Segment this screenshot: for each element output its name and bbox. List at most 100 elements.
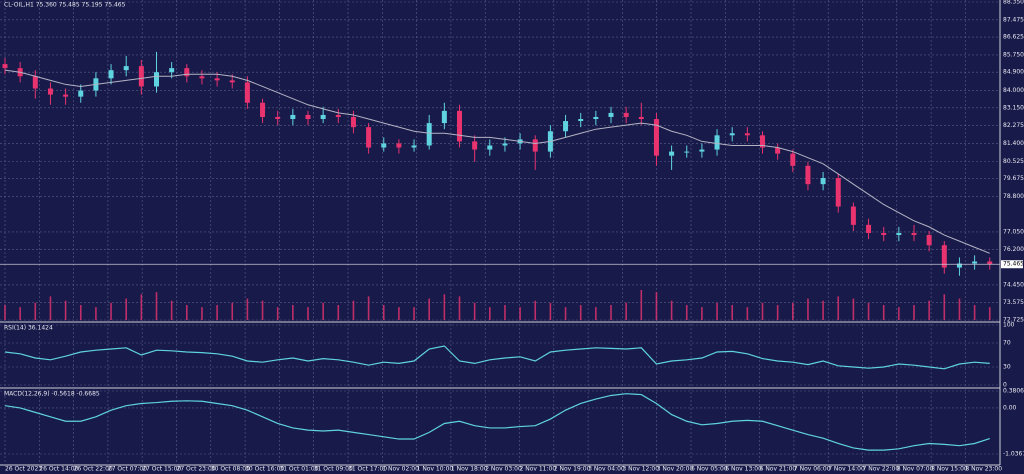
candle-body (881, 232, 887, 236)
candle-body (835, 178, 841, 207)
current-price-label: 75.465 (1003, 261, 1024, 268)
candle-body (63, 94, 69, 97)
volume-bar (367, 296, 370, 320)
x-tick-label: 8 Nov 23:00 (965, 466, 1002, 473)
candle-body (366, 127, 372, 148)
indicator-line (4, 345, 990, 370)
volume-bar (670, 300, 673, 320)
volume-bar (504, 305, 506, 320)
candle-body (154, 72, 159, 87)
candle-body (350, 116, 356, 128)
candle-body (729, 133, 735, 136)
y-tick-label: 77.050 (1003, 228, 1024, 235)
y-tick-label: 82.275 (1003, 122, 1024, 129)
x-tick-label: 31 Oct 09:00 (314, 466, 353, 473)
y-tick-label: 0.3806 (1003, 388, 1024, 395)
candle-body (941, 245, 947, 268)
volume-bar (988, 307, 991, 320)
volume-bar (110, 302, 112, 320)
y-tick-label: 76.200 (1003, 246, 1024, 253)
y-tick-label: 30 (1003, 364, 1011, 371)
volume-bar (579, 305, 582, 320)
candle-body (214, 78, 220, 81)
candle-body (199, 76, 205, 79)
x-tick-label: 26 Oct 22:00 (74, 466, 113, 473)
volume-bar (64, 300, 67, 320)
candle-body (411, 145, 417, 148)
volume-bar (261, 300, 264, 320)
candle-body (290, 114, 296, 120)
candle-body (381, 143, 387, 148)
volume-bar (837, 296, 840, 320)
x-tick-label: 6 Nov 21:00 (760, 466, 797, 473)
volume-bar (807, 298, 809, 320)
candle-body (653, 119, 659, 156)
volume-bar (246, 298, 249, 320)
candle-body (229, 80, 235, 83)
moving-average (4, 69, 990, 254)
candle-body (699, 149, 705, 152)
candle-body (138, 66, 144, 87)
volume-bar (701, 307, 703, 320)
x-tick-label: 30 Oct 16:00 (245, 466, 284, 473)
candle-body (760, 135, 765, 148)
candle-body (669, 151, 675, 156)
y-tick-label: 73.575 (1003, 299, 1024, 306)
y-tick-label: 84.000 (1003, 87, 1024, 94)
candle-body (593, 116, 599, 120)
panel-title: CL-OIL,H1 75.360 75.485 75.195 75.465 (4, 2, 126, 9)
candle-body (926, 235, 932, 246)
volume-bar (398, 307, 400, 320)
volume-bar (595, 307, 597, 320)
volume-bar (716, 302, 718, 320)
x-tick-label: 3 Nov 04:00 (588, 466, 625, 473)
candle-body (108, 70, 114, 79)
candle-body (563, 121, 569, 132)
volume-bar (337, 305, 340, 320)
y-tick-label: 86.625 (1003, 34, 1024, 41)
candle-body (896, 232, 902, 236)
candle-body (956, 263, 962, 268)
x-tick-label: 1 Nov 10:00 (417, 466, 454, 473)
volume-bar (19, 307, 21, 320)
volume-bar (413, 307, 415, 320)
candle-body (78, 90, 84, 97)
x-tick-label: 31 Oct 01:00 (279, 466, 318, 473)
x-tick-label: 7 Nov 14:00 (828, 466, 865, 473)
candle-body (684, 151, 690, 153)
x-tick-label: 26 Oct 14:00 (39, 466, 78, 473)
panel-title: RSI(14) 36.1424 (4, 325, 53, 332)
y-tick-label: 81.400 (1003, 140, 1024, 147)
volume-bar (973, 305, 976, 320)
x-tick-label: 6 Nov 05:00 (691, 466, 728, 473)
y-tick-label: 70 (1003, 340, 1011, 347)
indicator-line (4, 393, 990, 451)
volume-bar (761, 302, 764, 320)
x-tick-label: 1 Nov 18:00 (451, 466, 488, 473)
panel-title: MACD(12,26,9) -0.5618 -0.6685 (4, 391, 100, 398)
candle-body (775, 147, 781, 154)
volume-bar (625, 302, 627, 320)
y-tick-label: 78.800 (1003, 193, 1024, 200)
y-tick-label: 0.00 (1003, 404, 1017, 411)
volume-bar (534, 300, 537, 320)
volume-bar (913, 305, 915, 320)
y-tick-label: -1.0367 (1003, 451, 1024, 458)
volume-bar (852, 298, 855, 320)
candle-body (2, 64, 8, 69)
volume-bar (458, 296, 461, 320)
volume-bar (352, 300, 355, 320)
candle-body (487, 145, 493, 150)
x-tick-label: 1 Nov 02:00 (382, 466, 419, 473)
volume-bar (640, 290, 643, 320)
volume-bar (201, 307, 203, 320)
y-tick-label: 88.350 (1003, 0, 1024, 6)
x-tick-label: 2 Nov 03:00 (485, 466, 522, 473)
x-tick-label: 3 Nov 12:00 (622, 466, 659, 473)
y-tick-label: 100 (1003, 322, 1015, 329)
x-tick-label: 8 Nov 07:00 (897, 466, 934, 473)
x-tick-label: 6 Nov 13:00 (725, 466, 762, 473)
candle-body (850, 206, 856, 225)
volume-bar (382, 305, 385, 320)
volume-bar (958, 298, 961, 320)
